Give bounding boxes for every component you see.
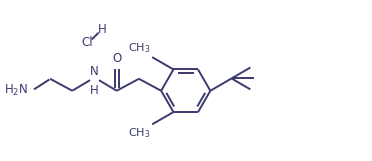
Text: H$_2$N: H$_2$N <box>4 83 28 98</box>
Text: CH$_3$: CH$_3$ <box>128 126 150 140</box>
Text: CH$_3$: CH$_3$ <box>128 42 150 55</box>
Text: H: H <box>90 84 99 97</box>
Text: N: N <box>90 65 99 78</box>
Text: H: H <box>97 23 106 36</box>
Text: Cl: Cl <box>82 36 93 49</box>
Text: O: O <box>112 52 121 65</box>
